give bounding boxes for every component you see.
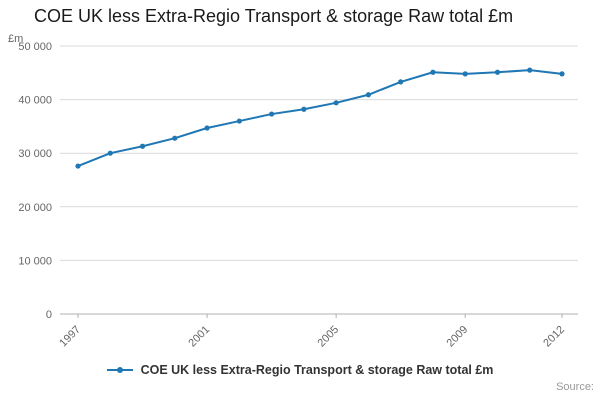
data-point xyxy=(333,100,339,106)
source-label: Source: xyxy=(556,381,594,393)
data-point xyxy=(527,67,533,73)
chart-title: COE UK less Extra-Regio Transport & stor… xyxy=(34,6,514,26)
data-point xyxy=(462,71,468,77)
y-tick-label: 10 000 xyxy=(18,255,52,267)
data-point xyxy=(75,163,81,169)
y-tick-label: 0 xyxy=(46,309,52,321)
data-point xyxy=(559,71,565,77)
data-point xyxy=(398,79,404,85)
legend-line-marker-icon xyxy=(106,367,133,373)
data-point xyxy=(139,143,146,149)
data-point xyxy=(301,106,307,112)
x-tick-label: 1997 xyxy=(57,324,83,350)
data-point xyxy=(494,69,501,75)
data-point xyxy=(269,111,275,117)
y-tick-label: 20 000 xyxy=(18,202,52,214)
data-point xyxy=(204,125,210,131)
x-tick-label: 2012 xyxy=(541,324,567,350)
legend: COE UK less Extra-Regio Transport & stor… xyxy=(0,363,600,377)
y-tick-label: 40 000 xyxy=(18,95,52,107)
legend-label[interactable]: COE UK less Extra-Regio Transport & stor… xyxy=(140,363,494,377)
line-chart: 0 10 000 20 000 30 000 40 000 50 000£m 1997 200… xyxy=(8,33,578,350)
data-point xyxy=(365,92,371,98)
y-tick-label: 50 000 xyxy=(18,41,52,53)
x-tick-label: 2009 xyxy=(445,324,471,350)
y-axis-unit-label: £m xyxy=(8,33,23,45)
data-point xyxy=(172,135,178,141)
x-tick-label: 2001 xyxy=(186,324,212,350)
data-point xyxy=(236,118,242,124)
y-tick-label: 30 000 xyxy=(18,148,52,160)
data-point xyxy=(107,150,113,156)
data-point xyxy=(430,69,436,75)
data-line xyxy=(77,69,563,168)
x-tick-label: 2005 xyxy=(315,324,341,350)
